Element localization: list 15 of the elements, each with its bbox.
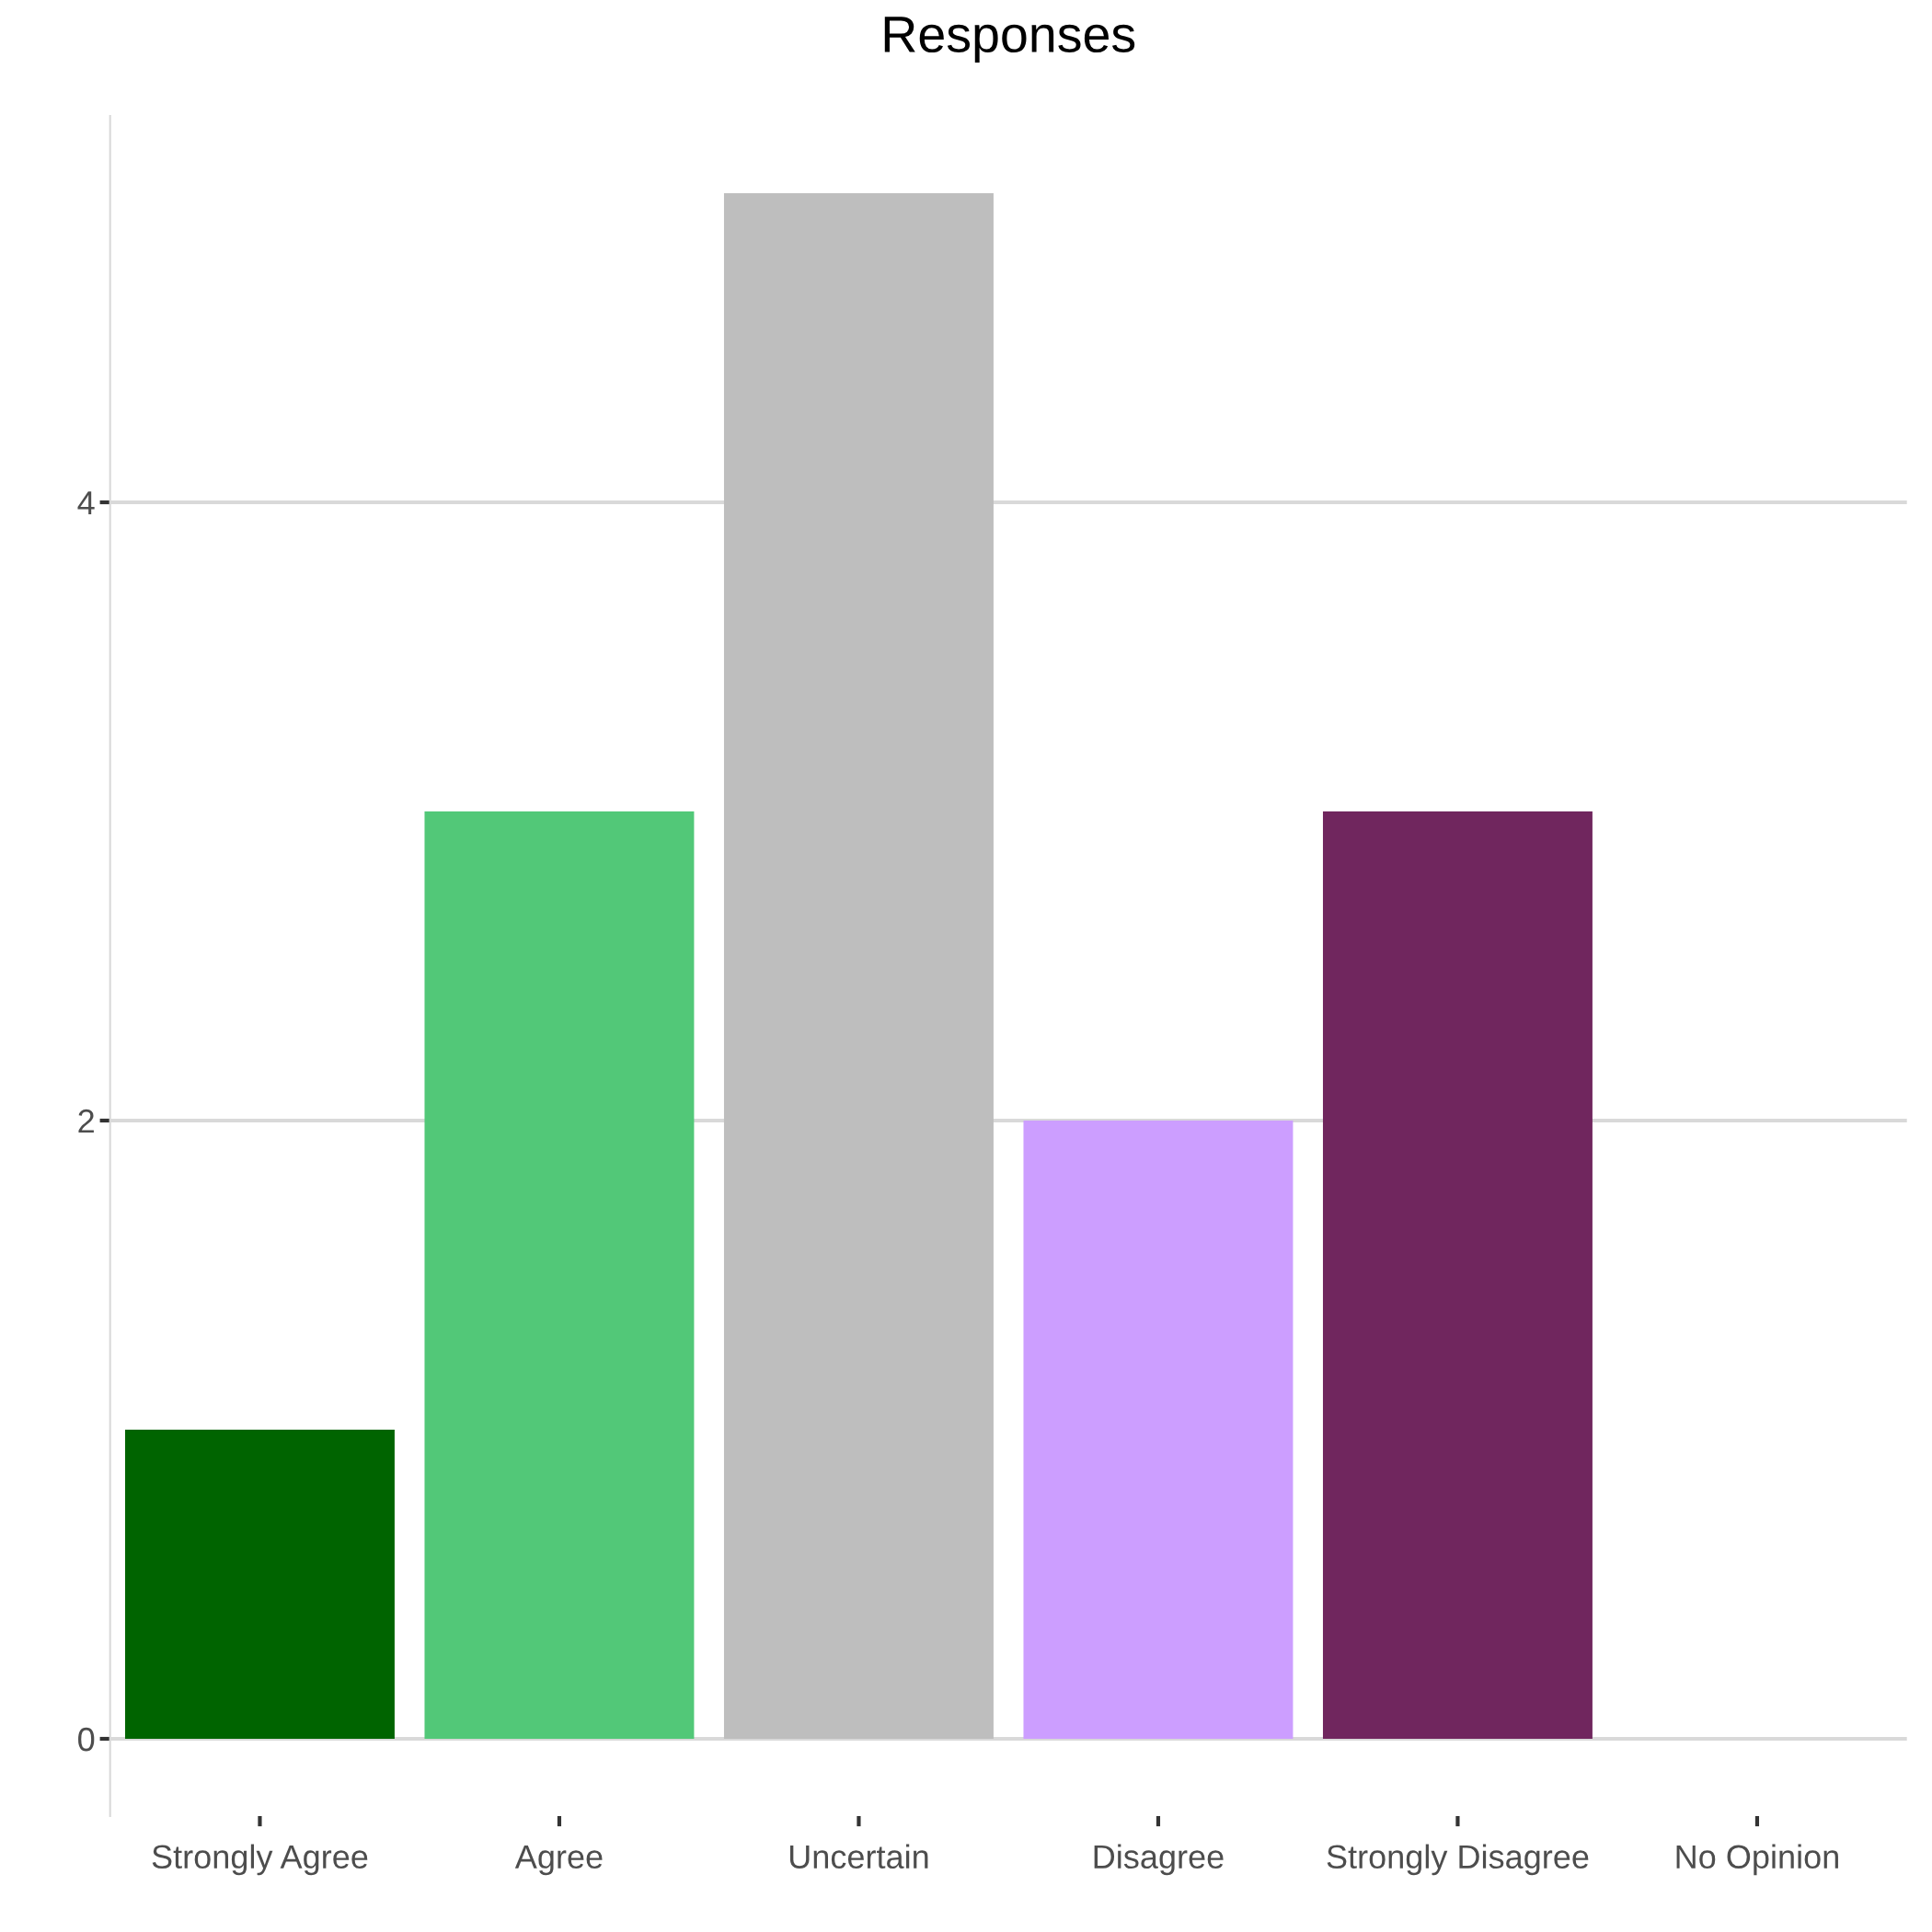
bar	[1322, 811, 1593, 1739]
bar	[723, 193, 994, 1739]
bar	[124, 1430, 395, 1739]
y-tick-label: 0	[78, 1727, 95, 1752]
chart-title: Responses	[884, 17, 1135, 63]
x-tick-label: Disagree	[1094, 1844, 1224, 1876]
bar	[1023, 1121, 1294, 1739]
x-tick-label: Strongly Agree	[152, 1844, 368, 1876]
y-tick-label: 2	[78, 1109, 94, 1133]
x-tick-label: Agree	[514, 1845, 603, 1876]
bar	[424, 811, 695, 1739]
y-tick-label: 4	[77, 491, 95, 515]
x-tick-label: Uncertain	[789, 1844, 928, 1869]
x-tick-label: Strongly Disagree	[1327, 1844, 1589, 1876]
x-tick-label: No Opinion	[1676, 1844, 1838, 1876]
